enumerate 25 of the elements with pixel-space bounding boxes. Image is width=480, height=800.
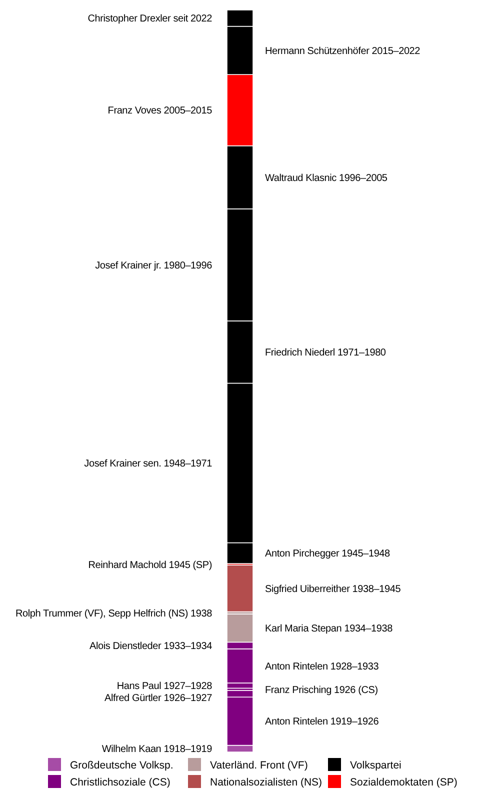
series-label: Waltraud Klasnic 1996–2005: [265, 172, 388, 184]
series-label: Alfred Gürtler 1926–1927: [104, 693, 213, 704]
series-label: Wilhelm Kaan 1918–1919: [102, 744, 213, 756]
series-label: Anton Rintelen 1928–1933: [265, 661, 380, 672]
series-label: Karl Maria Stepan 1934–1938: [265, 624, 394, 635]
series-label: Anton Rintelen 1919–1926: [265, 716, 380, 728]
legend-label: Großdeutsche Volksp.: [70, 760, 174, 772]
series-label: Alois Dienstleder 1933–1934: [90, 641, 213, 652]
series-label: Franz Voves 2005–2015: [108, 106, 213, 117]
series-label: Franz Prisching 1926 (CS): [265, 684, 378, 696]
legend-label: Sozialdemoktaten (SP): [350, 776, 458, 789]
series-label: Hermann Schützenhöfer 2015–2022: [265, 46, 421, 57]
legend-label: Vaterländ. Front (VF): [210, 760, 308, 772]
series-label: Friedrich Niederl 1971–1980: [265, 348, 386, 359]
series-label: Christopher Drexler seit 2022: [88, 14, 213, 25]
legend-label: Volkspartei: [350, 760, 402, 772]
series-label: Josef Krainer sen. 1948–1971: [84, 458, 213, 470]
legend-label: Nationalsozialisten (NS): [210, 776, 322, 789]
series-label: Anton Pirchegger 1945–1948: [265, 548, 391, 560]
series-label: Josef Krainer jr. 1980–1996: [95, 260, 213, 272]
series-label: Reinhard Machold 1945 (SP): [88, 560, 212, 571]
series-label: Hans Paul 1927–1928: [116, 681, 213, 692]
series-label: Rolph Trummer (VF), Sepp Helfrich (NS) 1938: [16, 608, 213, 620]
legend-label: Christlichsoziale (CS): [70, 776, 170, 789]
series-label: Sigfried Uiberreither 1938–1945: [265, 584, 402, 595]
